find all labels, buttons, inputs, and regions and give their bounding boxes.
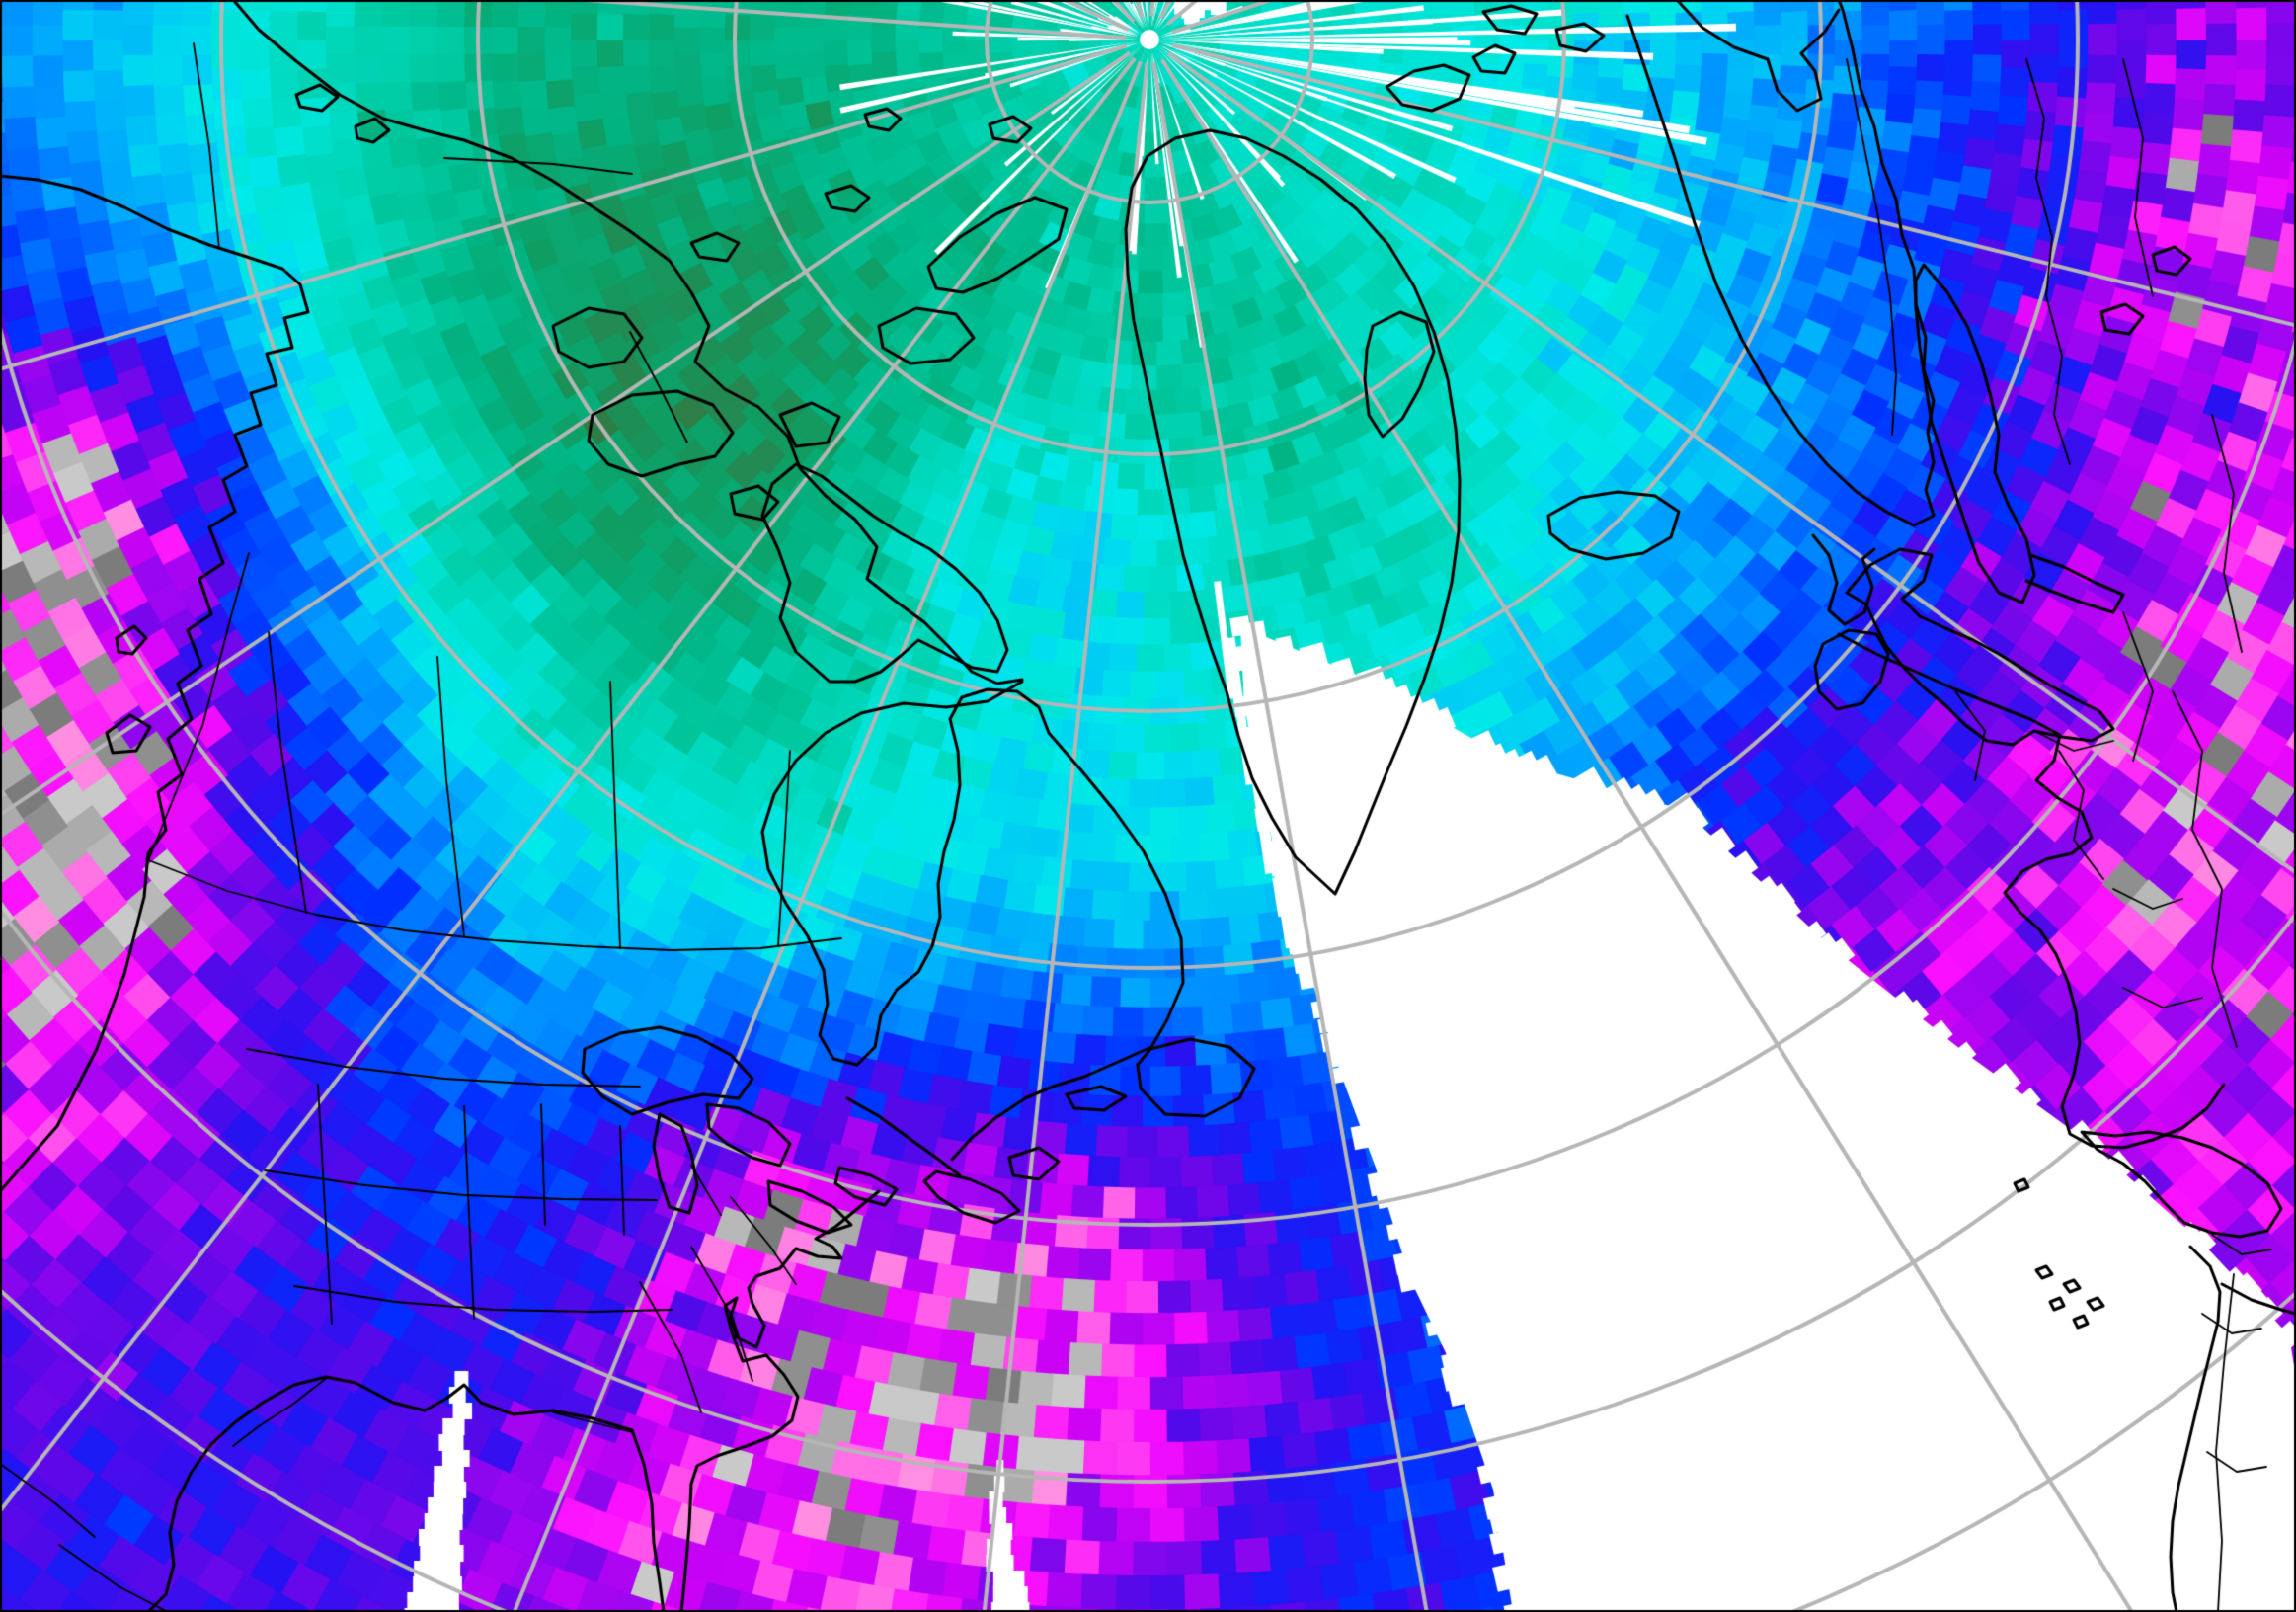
map-title-block: NASA SPoRT - Gridded NUCAPS (noaa21) - T… bbox=[79, 1530, 935, 1612]
product-title-label: NASA SPoRT - Gridded NUCAPS (noaa21) - T… bbox=[79, 1605, 935, 1612]
